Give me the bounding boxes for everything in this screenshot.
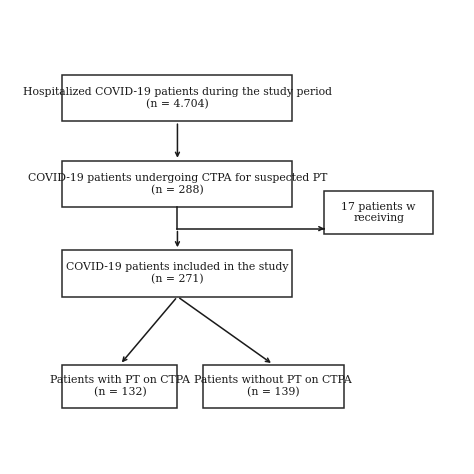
FancyBboxPatch shape: [63, 161, 292, 207]
FancyBboxPatch shape: [63, 365, 177, 408]
Text: Patients without PT on CTPA
(n = 139): Patients without PT on CTPA (n = 139): [194, 375, 352, 397]
FancyBboxPatch shape: [203, 365, 344, 408]
FancyBboxPatch shape: [63, 250, 292, 297]
Text: Hospitalized COVID-19 patients during the study period
(n = 4.704): Hospitalized COVID-19 patients during th…: [23, 87, 332, 109]
FancyBboxPatch shape: [324, 191, 433, 234]
FancyBboxPatch shape: [63, 75, 292, 121]
Text: COVID-19 patients included in the study
(n = 271): COVID-19 patients included in the study …: [66, 263, 289, 284]
Text: Patients with PT on CTPA
(n = 132): Patients with PT on CTPA (n = 132): [50, 375, 190, 397]
Text: 17 patients w
receiving: 17 patients w receiving: [341, 202, 416, 223]
Text: COVID-19 patients undergoing CTPA for suspected PT
(n = 288): COVID-19 patients undergoing CTPA for su…: [28, 173, 327, 195]
